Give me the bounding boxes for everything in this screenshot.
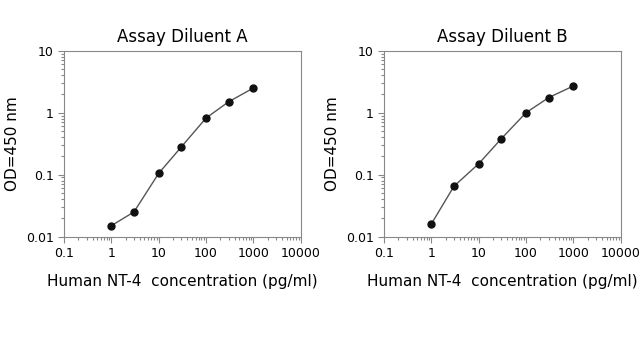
Title: Assay Diluent B: Assay Diluent B bbox=[437, 28, 568, 46]
X-axis label: Human NT-4  concentration (pg/ml): Human NT-4 concentration (pg/ml) bbox=[47, 274, 317, 289]
X-axis label: Human NT-4  concentration (pg/ml): Human NT-4 concentration (pg/ml) bbox=[367, 274, 637, 289]
Y-axis label: OD=450 nm: OD=450 nm bbox=[325, 96, 340, 191]
Title: Assay Diluent A: Assay Diluent A bbox=[117, 28, 248, 46]
Y-axis label: OD=450 nm: OD=450 nm bbox=[5, 96, 20, 191]
